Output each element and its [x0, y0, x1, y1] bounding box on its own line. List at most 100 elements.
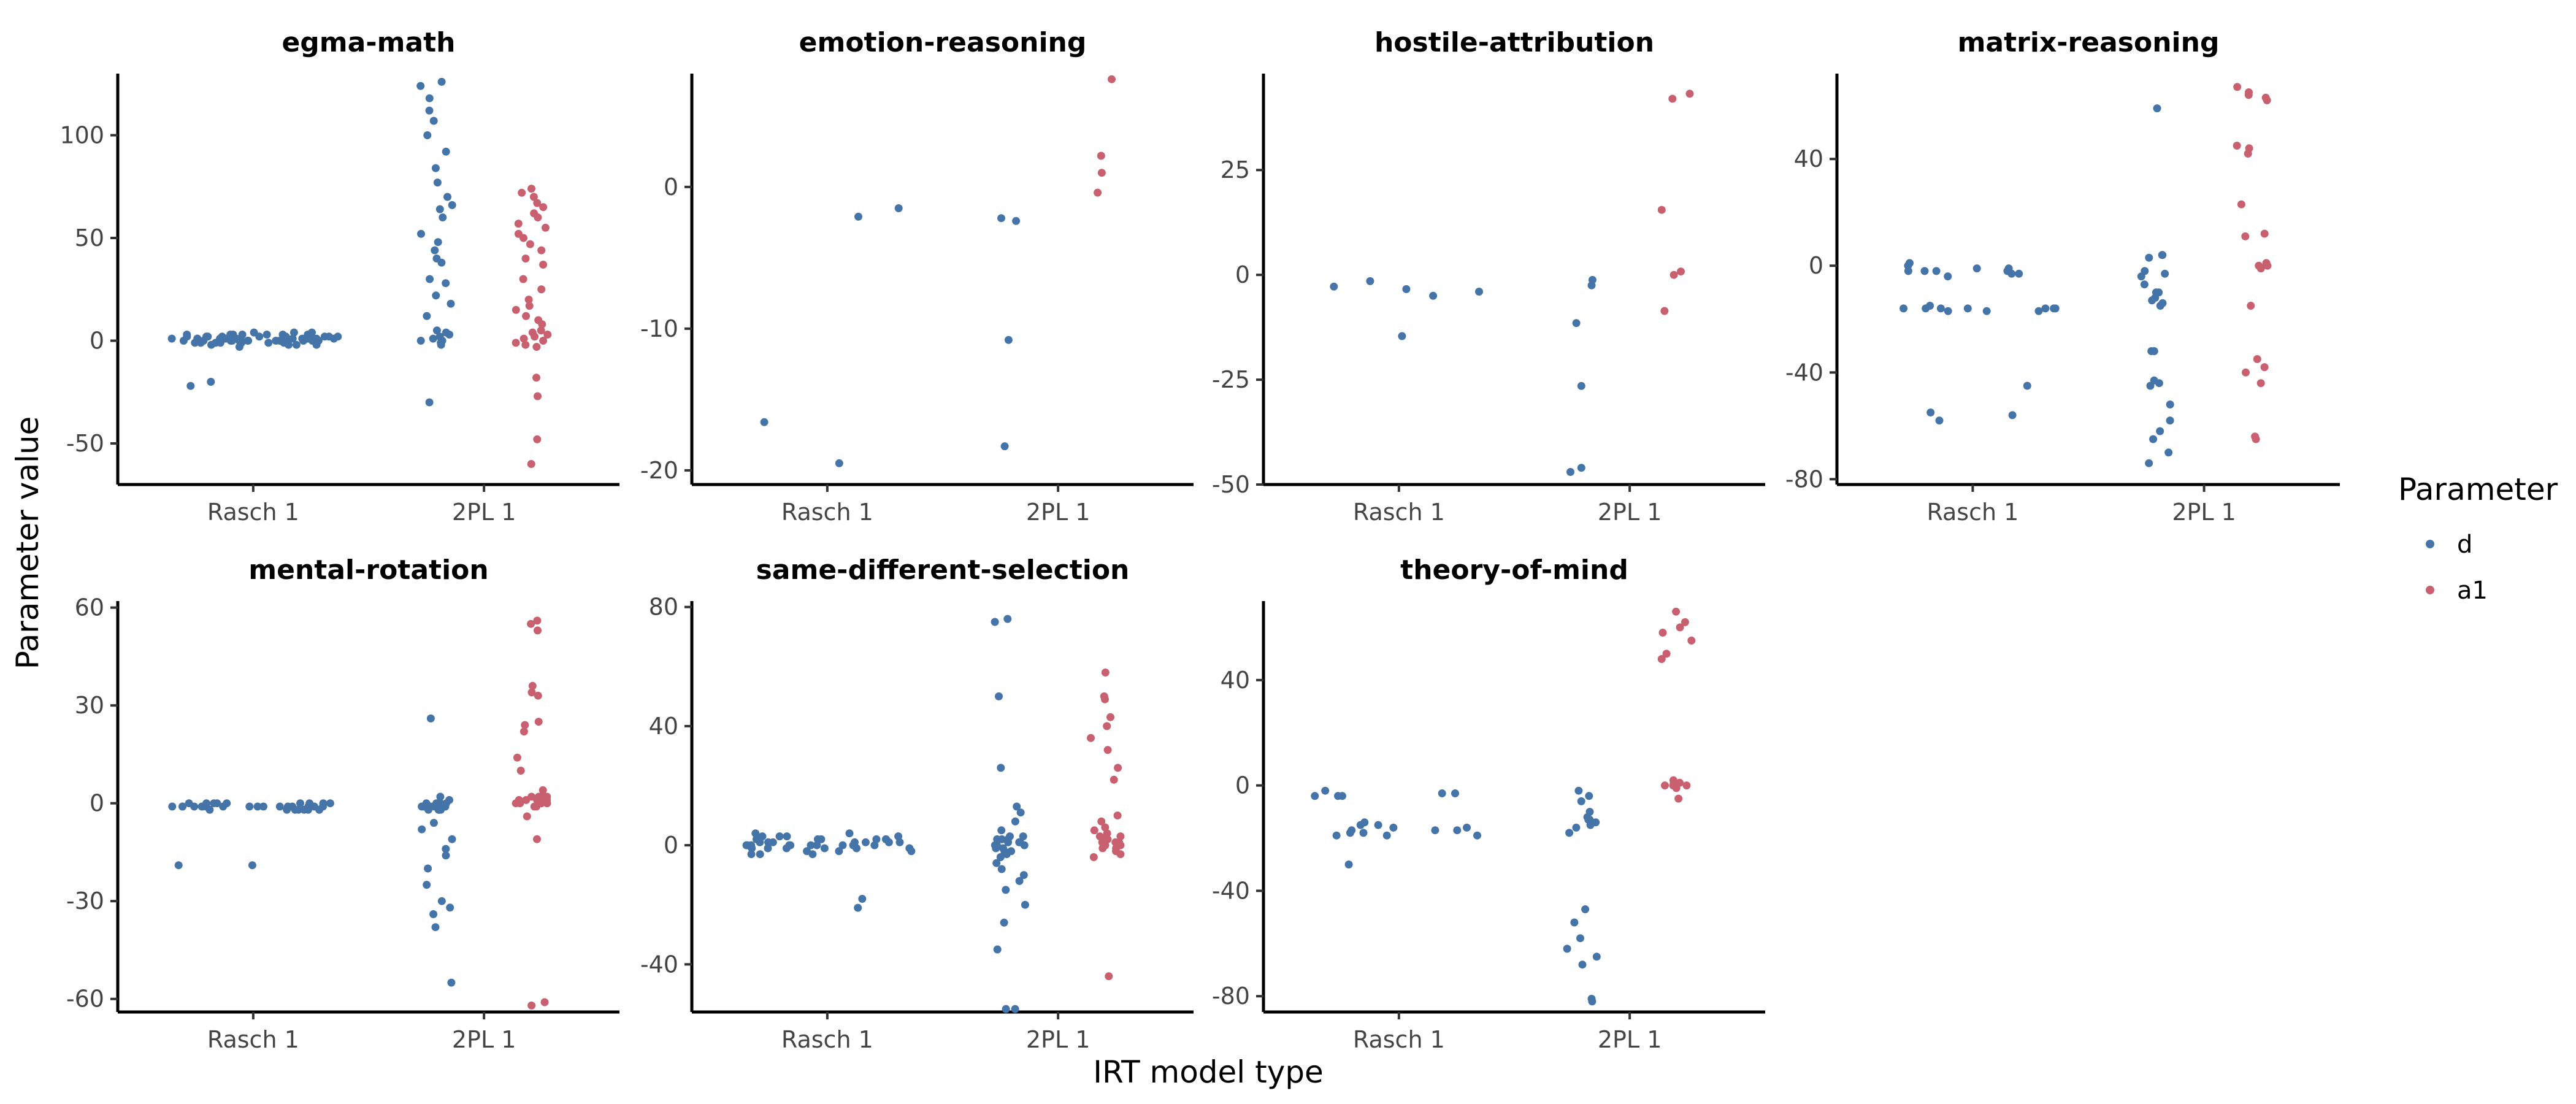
y-axis-title: Parameter value [10, 416, 45, 670]
point-d [2166, 401, 2174, 408]
panel-title: egma-math [282, 27, 455, 58]
point-d [2149, 435, 2158, 443]
point-d [294, 805, 303, 814]
y-tick-label: 60 [75, 594, 104, 621]
point-a1 [1677, 267, 1685, 276]
panel-egma-math: egma-math -50 0 50 100 Rasch 1 2PL 1 [59, 27, 619, 526]
point-d [1359, 829, 1368, 837]
point-d [441, 802, 450, 811]
point-d [218, 332, 226, 341]
point-a1 [1090, 826, 1098, 835]
point-d [1920, 267, 1929, 275]
point-d [2158, 251, 2166, 259]
point-a1 [537, 246, 546, 255]
point-d [756, 838, 764, 846]
point-a1 [2233, 142, 2241, 150]
point-d [205, 805, 214, 814]
y-tick-label: -40 [1785, 359, 1823, 386]
x-tick-label: Rasch 1 [1353, 499, 1445, 526]
point-d [245, 802, 254, 811]
point-a1 [539, 786, 547, 794]
point-d [835, 847, 843, 856]
point-d [1936, 304, 1945, 313]
point-d [1463, 823, 1471, 832]
point-a1 [522, 312, 531, 320]
x-tick-label: Rasch 1 [1926, 499, 2018, 526]
point-d [434, 238, 442, 247]
point-d [248, 861, 256, 870]
point-d [223, 799, 231, 808]
point-d [296, 799, 304, 808]
point-d [436, 792, 445, 801]
point-a1 [534, 213, 542, 221]
point-a1 [2253, 355, 2261, 363]
point-d [178, 802, 186, 811]
point-d [769, 838, 777, 846]
point-d [418, 825, 426, 834]
point-a1 [2252, 435, 2260, 443]
point-d [1382, 831, 1391, 840]
point-d [1389, 823, 1398, 832]
point-a1 [524, 296, 533, 304]
point-d [447, 978, 456, 987]
point-a1 [533, 835, 541, 843]
point-d [1577, 797, 1585, 805]
point-d [425, 94, 434, 102]
point-a1 [1687, 636, 1696, 645]
point-d [237, 339, 245, 347]
point-a1 [2256, 379, 2265, 388]
panel-hostile-attribution: hostile-attribution -50 -25 0 25 Rasch 1 2PL 1 [1212, 27, 1765, 526]
x-tick-label: 2PL 1 [2172, 499, 2236, 526]
point-d [326, 799, 334, 808]
point-a1 [533, 435, 542, 443]
point-a1 [1108, 75, 1116, 83]
point-d [1002, 886, 1010, 894]
point-a1 [513, 753, 521, 762]
point-d [437, 258, 446, 267]
point-d [186, 381, 195, 390]
point-a1 [532, 802, 541, 811]
y-tick-label: 30 [75, 692, 104, 719]
point-d [1332, 831, 1341, 840]
point-a1 [525, 302, 534, 310]
point-a1 [521, 255, 530, 263]
point-a1 [1676, 623, 1684, 632]
point-d [1002, 1005, 1010, 1013]
x-tick-label: Rasch 1 [1353, 1026, 1445, 1053]
point-d [1431, 826, 1439, 835]
point-d [1019, 832, 1027, 841]
point-a1 [1089, 853, 1098, 861]
point-d [764, 844, 772, 853]
point-d [304, 802, 313, 811]
x-tick-label: Rasch 1 [781, 1026, 873, 1053]
point-a1 [527, 619, 535, 628]
point-a1 [2241, 232, 2250, 240]
panel-title: theory-of-mind [1400, 554, 1628, 586]
y-tick-label: 0 [1235, 772, 1250, 799]
point-a1 [2260, 229, 2269, 238]
x-tick-label: Rasch 1 [207, 499, 299, 526]
point-a1 [537, 285, 546, 294]
point-d [2137, 272, 2145, 281]
point-a1 [539, 337, 548, 345]
point-d [1311, 792, 1319, 800]
x-tick-label: 2PL 1 [1026, 499, 1091, 526]
y-tick-label: 0 [664, 832, 678, 859]
point-a1 [532, 374, 540, 382]
point-d [2023, 381, 2031, 390]
point-a1 [528, 681, 537, 690]
y-tick-label: 100 [59, 122, 104, 149]
point-d [429, 334, 437, 343]
point-d [1588, 997, 1597, 1006]
point-a1 [521, 721, 529, 729]
point-a1 [1661, 781, 1669, 790]
point-d [2148, 296, 2156, 305]
point-d [275, 802, 284, 811]
point-a1 [2244, 91, 2253, 99]
point-d [1578, 960, 1587, 969]
point-a1 [1685, 90, 1694, 98]
point-a1 [1113, 811, 1122, 820]
point-a1 [521, 340, 530, 349]
point-a1 [1103, 835, 1112, 843]
panel-theory-of-mind: theory-of-mind -80 -40 0 40 Rasch 1 2PL 1 [1212, 554, 1765, 1053]
